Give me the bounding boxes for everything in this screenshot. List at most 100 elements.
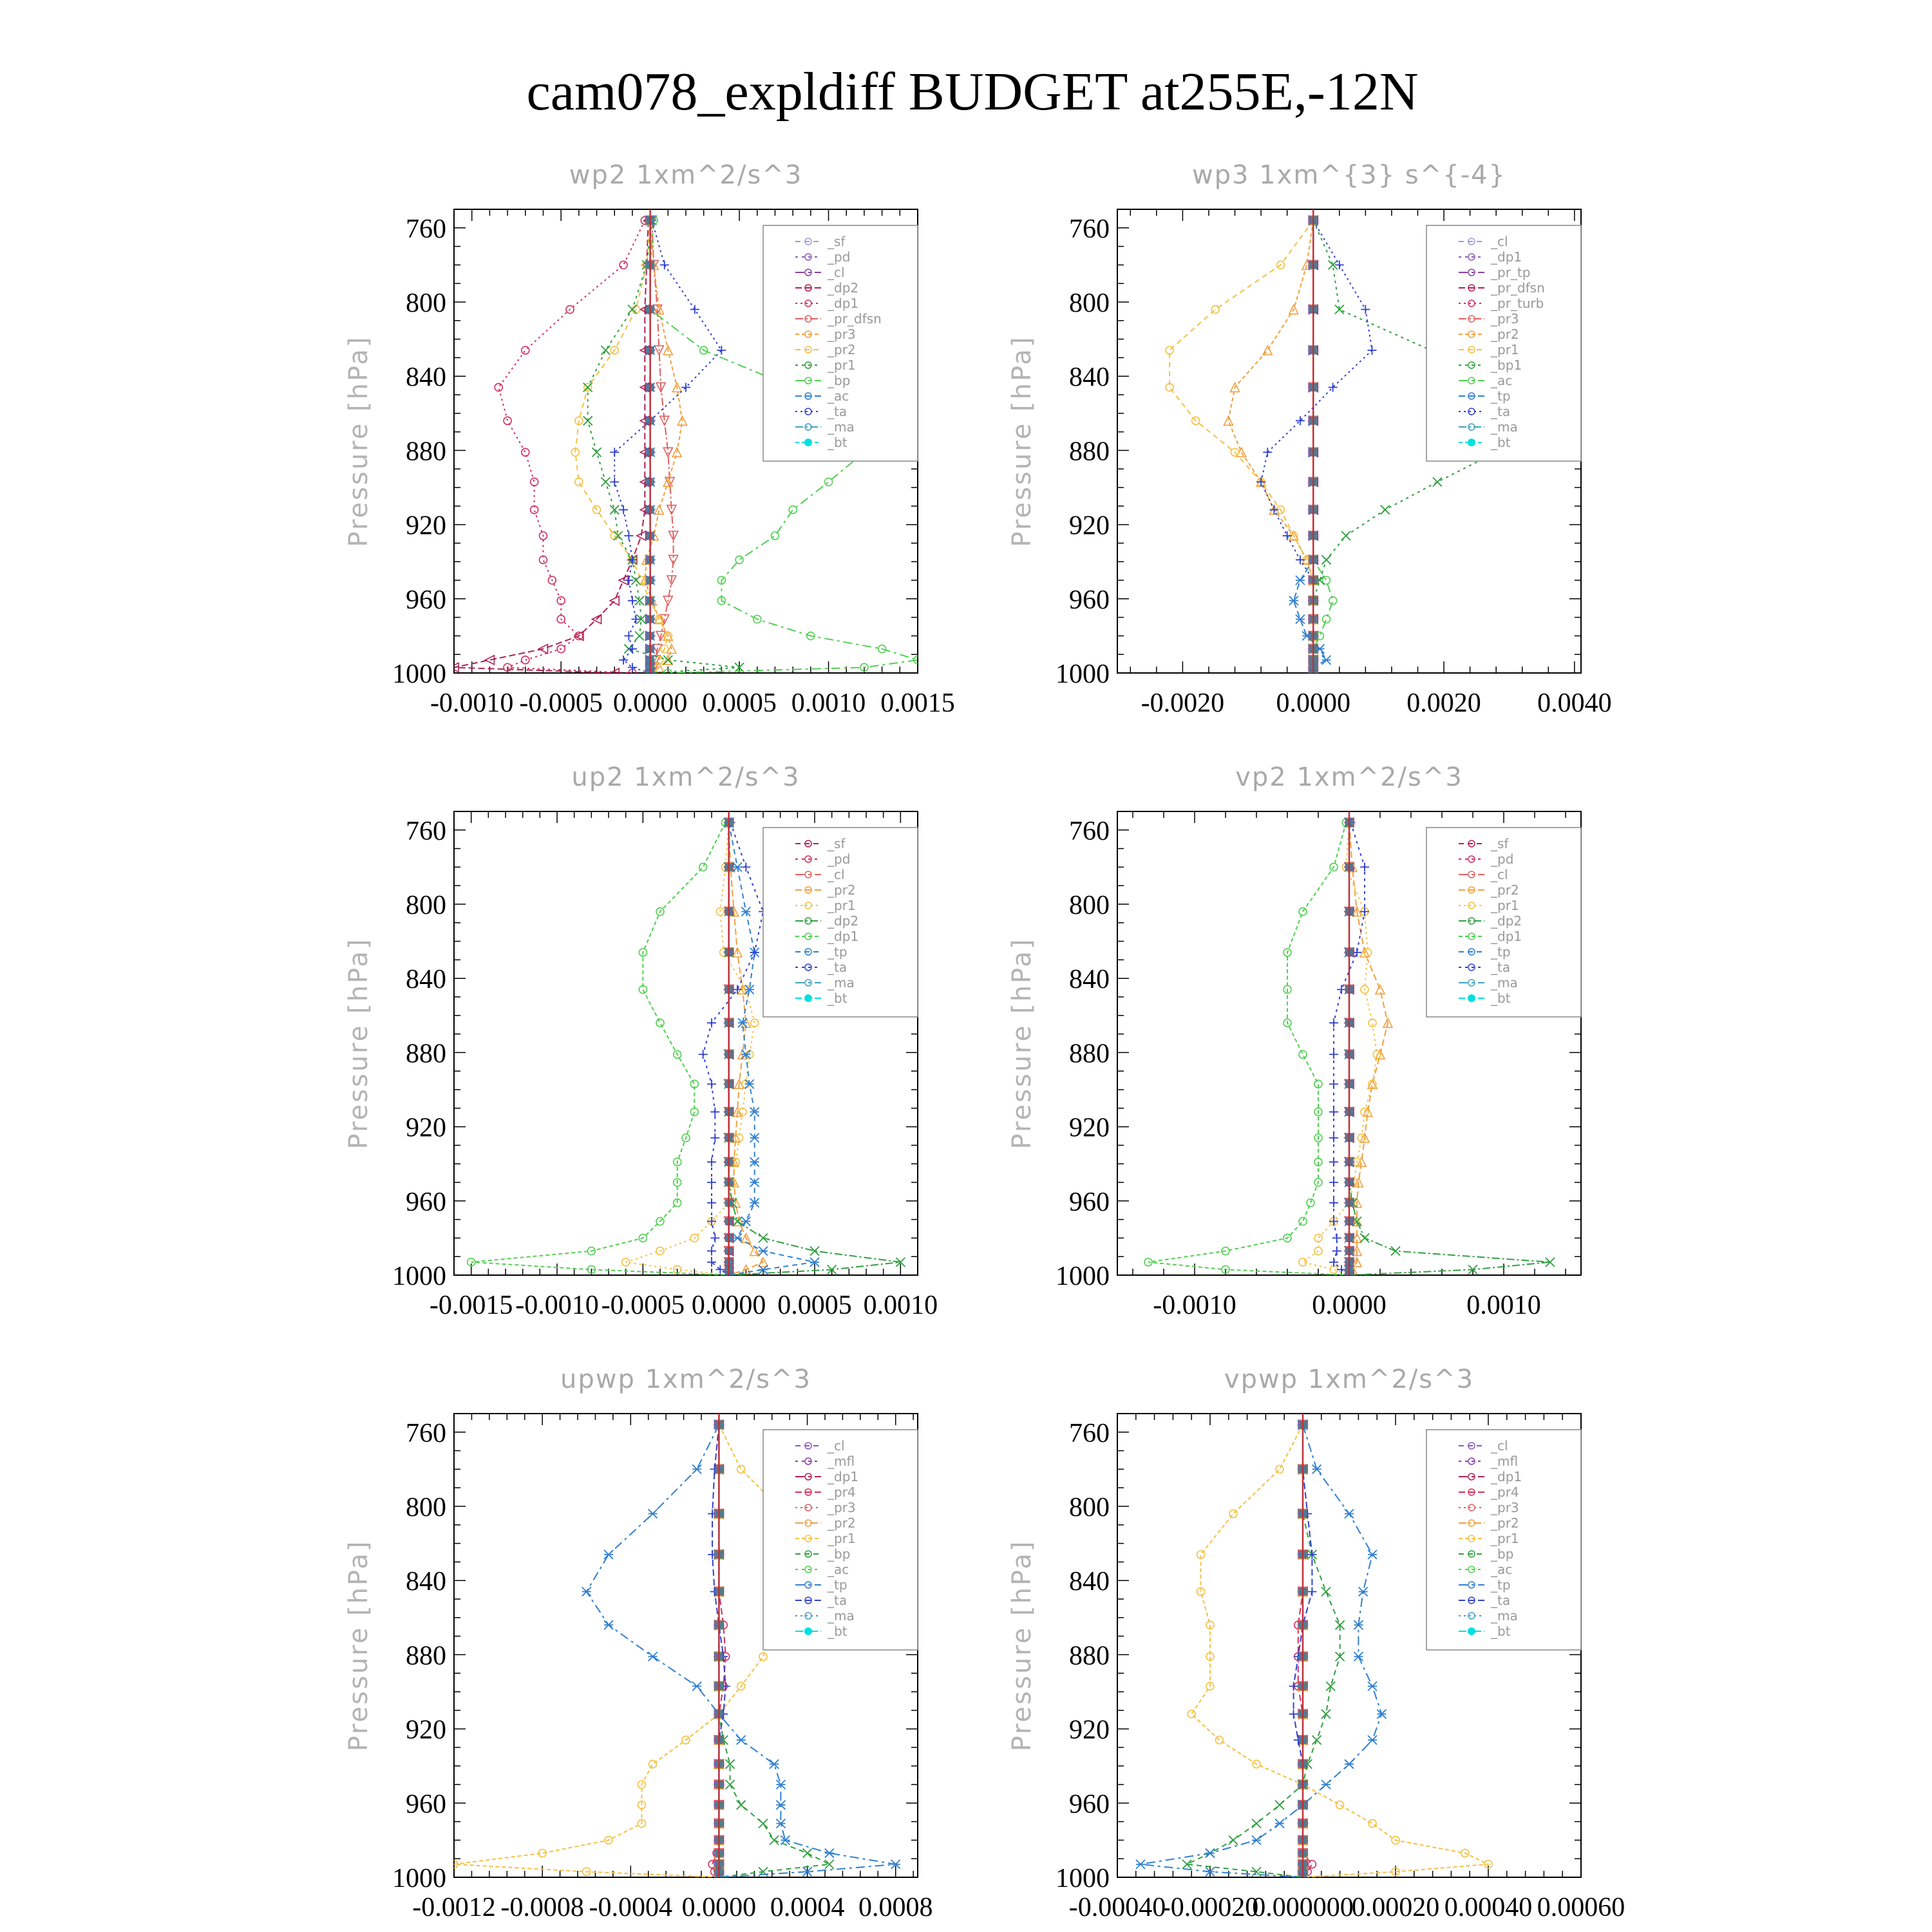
data-point xyxy=(1372,1050,1381,1059)
x-tick-label: 0.0005 xyxy=(777,1291,852,1320)
legend-label: _tp xyxy=(1490,944,1511,960)
data-point xyxy=(587,1265,596,1274)
data-point xyxy=(750,947,759,957)
data-point xyxy=(1274,1818,1285,1829)
data-point xyxy=(1321,554,1332,565)
data-point xyxy=(1314,1233,1323,1243)
data-point xyxy=(454,1860,459,1869)
legend-marker xyxy=(1468,408,1475,415)
x-tick-label: -0.0015 xyxy=(430,1291,513,1320)
data-point xyxy=(1362,1106,1374,1117)
y-tick-label: 840 xyxy=(406,363,446,392)
panel-title: vpwp 1xm^2/s^3 xyxy=(1224,1365,1474,1394)
data-point xyxy=(810,1257,820,1267)
data-point xyxy=(707,1157,716,1167)
data-point xyxy=(1374,983,1386,995)
data-point xyxy=(699,346,708,355)
legend-label: _pr2 xyxy=(1490,1515,1519,1531)
data-point xyxy=(827,1264,837,1274)
legend-label: _ta xyxy=(1490,404,1510,419)
legend-marker xyxy=(1468,346,1475,354)
data-point xyxy=(1276,260,1285,270)
series-line-tp xyxy=(1140,1425,1383,1877)
series-line-pr2 xyxy=(728,822,764,1275)
chart-panel-5: upwp 1xm^2/s^37608008408809209601000-0.0… xyxy=(344,1365,933,1922)
data-point xyxy=(736,1800,746,1810)
y-tick-label: 880 xyxy=(1069,1641,1110,1671)
series-line-pr_dfsn xyxy=(651,220,674,673)
legend-label: _pr_tp xyxy=(1490,265,1530,280)
legend-label: _bt xyxy=(1490,990,1511,1006)
legend-label: _pr_turb xyxy=(1490,296,1544,311)
data-point xyxy=(672,1198,682,1208)
data-point xyxy=(692,1464,702,1475)
y-tick-label: 760 xyxy=(406,214,446,244)
legend-label: _bt xyxy=(1490,435,1511,450)
data-point xyxy=(1334,304,1345,315)
legend-label: _pd xyxy=(827,249,850,265)
legend-label: _ac xyxy=(827,388,849,404)
legend-marker xyxy=(804,439,812,446)
data-point xyxy=(1283,1233,1292,1243)
legend-marker xyxy=(1468,377,1475,384)
data-point xyxy=(571,448,580,457)
data-point xyxy=(690,1107,699,1117)
legend-marker xyxy=(1468,1519,1475,1527)
y-tick-label: 920 xyxy=(406,1113,446,1143)
legend-label: _bp1 xyxy=(1490,357,1522,373)
data-point xyxy=(775,1779,786,1790)
data-point xyxy=(1321,655,1332,665)
data-point xyxy=(1382,1017,1394,1028)
data-point xyxy=(1335,1800,1345,1810)
data-point xyxy=(681,1736,690,1745)
legend-marker xyxy=(804,1457,812,1465)
data-point xyxy=(769,1759,779,1769)
data-point xyxy=(609,595,620,606)
data-point xyxy=(556,644,565,654)
y-tick-label: 840 xyxy=(1069,363,1110,392)
data-point xyxy=(609,667,620,673)
legend-marker xyxy=(1468,361,1475,369)
data-point xyxy=(1328,383,1338,392)
data-point xyxy=(663,476,674,488)
legend-label: _tp xyxy=(1490,1577,1511,1593)
legend-box xyxy=(762,827,918,1018)
data-point xyxy=(672,1050,682,1059)
y-tick-label: 880 xyxy=(406,437,446,466)
data-point xyxy=(656,907,665,916)
data-point xyxy=(634,630,645,641)
data-point xyxy=(1205,1848,1215,1859)
data-point xyxy=(1321,1586,1331,1597)
data-point xyxy=(565,305,574,314)
legend-label: _bp xyxy=(827,373,850,388)
legend-marker xyxy=(804,1488,812,1496)
data-point xyxy=(707,1198,716,1208)
data-point xyxy=(631,614,641,624)
legend-marker xyxy=(804,330,812,338)
x-tick-label: 0.0010 xyxy=(864,1291,938,1320)
data-point xyxy=(610,346,620,355)
data-point xyxy=(1283,985,1292,994)
data-point xyxy=(1329,1257,1338,1267)
data-point xyxy=(655,382,667,393)
data-point xyxy=(824,477,833,487)
data-point xyxy=(454,662,459,673)
legend-marker xyxy=(804,315,812,323)
data-point xyxy=(788,505,797,515)
legend-marker xyxy=(804,408,812,415)
data-point xyxy=(591,614,602,625)
legend-label: _pr1 xyxy=(1490,898,1519,913)
series-line-pr1 xyxy=(1190,1424,1491,1877)
data-point xyxy=(591,447,602,457)
series-line-dp1 xyxy=(471,822,729,1275)
data-point xyxy=(503,663,512,672)
panel-title: wp3 1xm^{3} s^{-4} xyxy=(1192,160,1506,190)
legend-label: _pr_dfsn xyxy=(827,311,882,327)
legend-marker xyxy=(804,346,812,354)
data-point xyxy=(671,381,683,393)
data-point xyxy=(604,1835,613,1845)
legend-label: _dp1 xyxy=(827,929,858,944)
legend-label: _pr3 xyxy=(827,1500,856,1515)
x-tick-label: 0.0010 xyxy=(1466,1291,1541,1320)
data-point xyxy=(824,1859,835,1870)
